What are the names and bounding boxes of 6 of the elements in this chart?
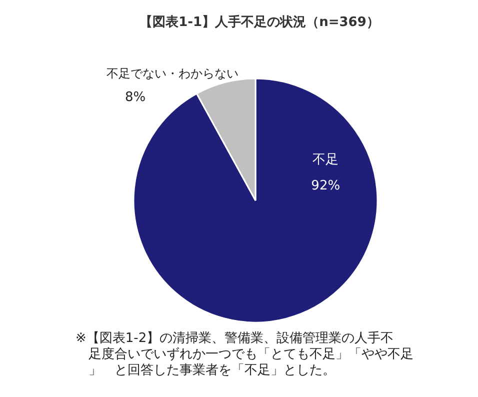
slice-label: 不足 xyxy=(312,152,339,168)
data-label: 8% xyxy=(125,90,146,105)
chart-title: 【図表1-1】人手不足の状況（n=369） xyxy=(140,14,380,30)
slice-label: 不足でない・わからない xyxy=(106,66,239,80)
text: ※【図表1-2】の清掃業、警備業、設備管理業の人手不足度合いでいずれか一つでも「とても不足」「やや不足」 と回答した事業者を「不足」とした。 xyxy=(76,331,414,378)
data-label: 92% xyxy=(311,178,340,194)
